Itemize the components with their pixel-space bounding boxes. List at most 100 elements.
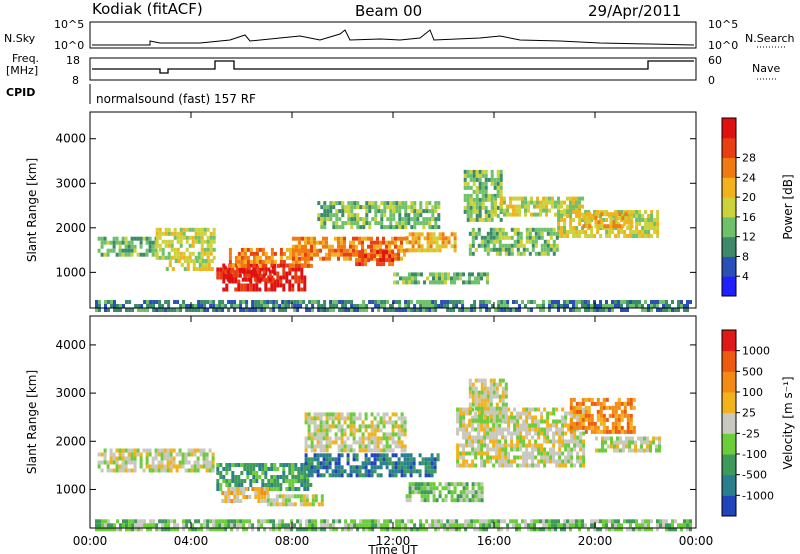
power-cell xyxy=(492,247,496,252)
power-cell xyxy=(605,210,609,214)
velocity-cell xyxy=(136,448,140,453)
velocity-cell xyxy=(488,523,492,528)
power-cell xyxy=(575,210,579,214)
velocity-cell xyxy=(288,463,292,467)
velocity-cell xyxy=(139,452,143,457)
power-cell xyxy=(167,300,171,304)
power-cell xyxy=(170,247,174,252)
power-cell xyxy=(216,267,220,272)
power-cell xyxy=(527,300,530,304)
power-cell xyxy=(504,235,508,240)
power-cell xyxy=(468,247,472,252)
velocity-cell xyxy=(426,490,430,495)
power-cell xyxy=(292,248,295,253)
power-cell xyxy=(148,244,152,249)
power-cell xyxy=(428,221,432,226)
velocity-cell xyxy=(148,452,152,457)
velocity-cell xyxy=(596,527,599,532)
velocity-cell xyxy=(620,401,624,406)
velocity-cell xyxy=(471,459,475,464)
power-cell xyxy=(194,255,198,260)
velocity-cell xyxy=(471,402,475,407)
velocity-cell xyxy=(358,444,362,449)
velocity-cell xyxy=(626,429,630,434)
power-cell xyxy=(437,205,441,210)
power-cell xyxy=(158,308,162,312)
power-cell xyxy=(238,269,242,274)
power-cell xyxy=(358,250,362,255)
power-cell xyxy=(379,244,382,249)
power-cell xyxy=(191,251,195,256)
power-cell xyxy=(168,259,172,263)
power-cell xyxy=(311,308,315,312)
power-cell xyxy=(608,230,612,234)
velocity-cell xyxy=(634,440,637,445)
velocity-cell xyxy=(249,471,253,475)
velocity-cell xyxy=(257,491,261,495)
velocity-colorbar-swatch xyxy=(722,350,736,372)
power-cell xyxy=(626,304,629,308)
velocity-cell xyxy=(246,475,250,479)
velocity-cell xyxy=(555,427,559,432)
velocity-cell xyxy=(489,410,493,415)
power-cell xyxy=(295,256,298,261)
power-cell xyxy=(463,177,467,182)
power-cell xyxy=(271,277,275,282)
power-cell xyxy=(346,256,349,261)
power-cell xyxy=(195,259,199,263)
power-cell xyxy=(475,217,479,222)
velocity-cell xyxy=(564,419,568,424)
velocity-cell xyxy=(449,519,453,524)
velocity-cell xyxy=(432,494,436,499)
power-cell xyxy=(365,304,369,308)
power-cell xyxy=(615,224,619,229)
velocity-cell xyxy=(489,402,493,407)
velocity-cell xyxy=(495,459,499,464)
power-cell xyxy=(539,212,542,217)
power-cell xyxy=(686,300,689,304)
power-cell xyxy=(680,300,683,304)
power-cell xyxy=(453,232,457,237)
velocity-cell xyxy=(513,415,517,420)
power-cell xyxy=(528,227,532,232)
velocity-cell xyxy=(543,439,547,444)
velocity-cell xyxy=(516,463,520,468)
power-cell xyxy=(615,216,619,221)
power-cell xyxy=(557,300,560,304)
velocity-cell xyxy=(528,423,532,428)
velocity-cell xyxy=(501,406,505,411)
power-cell xyxy=(301,248,304,253)
power-cell xyxy=(668,304,671,308)
power-cell xyxy=(309,263,313,268)
velocity-cell xyxy=(543,447,547,452)
power-cell xyxy=(164,231,168,236)
velocity-cell xyxy=(267,467,271,471)
velocity-ytick-label: 4000 xyxy=(55,338,86,352)
velocity-cell xyxy=(370,440,374,445)
power-cell xyxy=(407,300,411,304)
velocity-cell xyxy=(306,483,310,487)
velocity-cell xyxy=(555,463,559,468)
velocity-cell xyxy=(331,412,335,417)
velocity-cell xyxy=(471,390,475,395)
velocity-cell xyxy=(450,494,454,499)
power-cell xyxy=(297,267,301,272)
power-cell xyxy=(341,308,345,312)
power-cell xyxy=(434,201,438,206)
power-cell xyxy=(134,304,138,308)
velocity-cell xyxy=(258,467,262,471)
velocity-cell xyxy=(97,460,101,465)
power-cell xyxy=(530,200,533,205)
power-cell xyxy=(480,235,484,240)
velocity-cell xyxy=(178,464,182,469)
velocity-cell xyxy=(136,452,140,457)
velocity-cell xyxy=(462,431,466,436)
velocity-cell xyxy=(477,490,481,495)
velocity-cell xyxy=(433,469,437,474)
velocity-cell xyxy=(477,378,481,383)
power-cell xyxy=(407,308,411,312)
velocity-cell xyxy=(599,409,603,414)
power-cell xyxy=(121,248,125,253)
velocity-cell xyxy=(628,448,631,453)
velocity-cell xyxy=(212,523,216,528)
